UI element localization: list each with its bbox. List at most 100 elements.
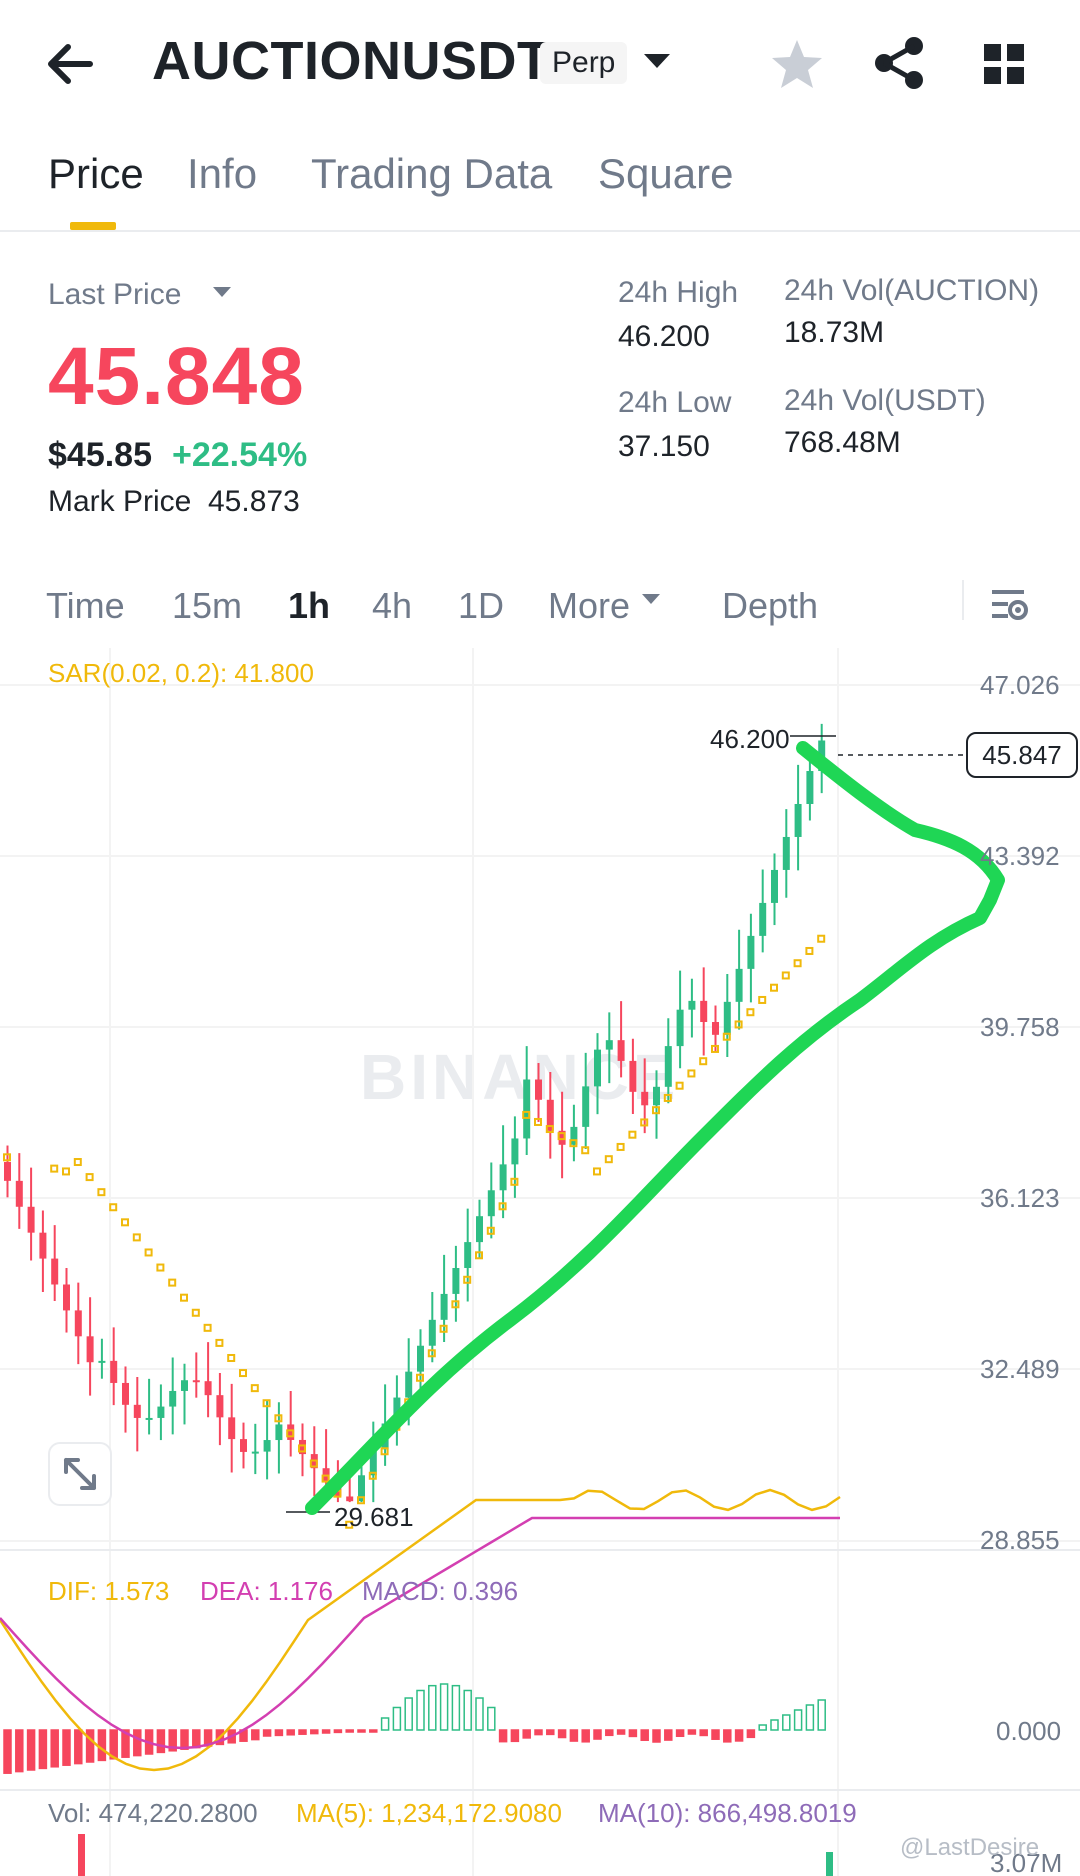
sar-dot <box>486 1226 495 1235</box>
interval-4h[interactable]: 4h <box>372 585 413 626</box>
candle-body <box>735 968 743 1002</box>
interval-time[interactable]: Time <box>46 585 125 626</box>
macd-bar <box>451 1684 461 1731</box>
macd-bar <box>3 1729 12 1774</box>
sar-dot <box>722 1032 731 1041</box>
more-dropdown[interactable] <box>640 592 662 608</box>
macd-bar <box>428 1684 437 1731</box>
sar-dot <box>817 934 826 943</box>
sar-dot <box>321 1474 330 1483</box>
vol-base-label: 24h Vol(AUCTION) <box>784 274 1040 307</box>
macd-bar <box>85 1729 95 1763</box>
dea-line <box>0 1516 840 1750</box>
sar-dot <box>628 1130 637 1139</box>
author-watermark: @LastDesire <box>900 1834 1040 1861</box>
tab-price[interactable]: Price <box>48 150 144 197</box>
sar-dot <box>534 1117 542 1126</box>
candle-body <box>794 803 802 837</box>
sar-dot <box>510 1177 519 1186</box>
back-button[interactable] <box>40 34 100 94</box>
candle-body <box>464 1242 472 1269</box>
macd-bar <box>15 1729 24 1773</box>
sar-dot <box>545 1125 554 1134</box>
sar-dot <box>62 1167 70 1176</box>
sar-dot <box>475 1251 483 1260</box>
macd-bar <box>746 1729 756 1739</box>
sar-dot <box>711 1044 719 1053</box>
macd-zero-tick: 0.000 <box>996 1716 1062 1746</box>
macd-bar <box>121 1729 130 1758</box>
interval-15m[interactable]: 15m <box>172 585 243 626</box>
candlestick-chart[interactable] <box>0 645 1080 1876</box>
macd-bar <box>345 1729 354 1733</box>
sar-dot <box>593 1167 601 1176</box>
chart-settings-icon <box>992 590 1028 620</box>
candle-body <box>617 1040 625 1061</box>
macd-bar <box>274 1729 284 1737</box>
macd-bar <box>699 1729 708 1737</box>
sar-dot <box>498 1202 507 1211</box>
macd-bar <box>392 1706 402 1731</box>
y-tick: 43.392 <box>980 841 1060 871</box>
macd-bar <box>380 1717 390 1731</box>
sar-dot <box>250 1384 259 1393</box>
interval-1h[interactable]: 1h <box>288 585 331 626</box>
sar-dot <box>156 1263 165 1272</box>
last-price-dropdown[interactable] <box>210 284 234 302</box>
sar-dot <box>168 1278 177 1287</box>
macd-bar <box>251 1729 260 1741</box>
sar-dot <box>699 1057 708 1066</box>
interval-depth[interactable]: Depth <box>722 585 819 626</box>
candle-body <box>605 1040 613 1050</box>
interval-more[interactable]: More <box>548 585 631 626</box>
macd-bar <box>109 1729 118 1760</box>
macd-bar <box>416 1689 425 1731</box>
sar-dot <box>734 1020 743 1029</box>
sar-dot <box>50 1164 59 1173</box>
candle-body <box>157 1406 165 1418</box>
sar-dot <box>345 1520 354 1529</box>
candle-body <box>228 1417 236 1440</box>
candle-body <box>86 1336 94 1363</box>
grid-icon <box>984 44 1024 84</box>
expand-chart-button[interactable] <box>48 1442 112 1506</box>
grid-menu-button[interactable] <box>980 40 1028 88</box>
candle-body <box>299 1439 306 1455</box>
macd-bar <box>298 1729 307 1735</box>
sar-dot <box>227 1353 236 1362</box>
annotation-stroke <box>305 741 1005 1515</box>
tab-trading-data[interactable]: Trading Data <box>311 150 553 197</box>
tabs-divider <box>0 230 1080 232</box>
candle-body <box>133 1404 141 1418</box>
share-button[interactable] <box>870 34 928 92</box>
candle-body <box>369 1449 377 1476</box>
caret-down-icon <box>642 594 660 604</box>
macd-bar <box>74 1729 83 1765</box>
sar-dot <box>557 1132 566 1141</box>
sar-dot <box>109 1203 118 1212</box>
candle-body <box>653 1086 660 1106</box>
macd-bar <box>770 1719 779 1731</box>
low-label: 24h Low <box>618 386 732 419</box>
candle-body <box>558 1130 566 1145</box>
sar-dot <box>121 1218 129 1227</box>
favorite-button[interactable] <box>768 36 826 94</box>
macd-dea-label: DEA: 1.176 <box>200 1576 333 1606</box>
symbol-dropdown[interactable] <box>640 50 674 74</box>
volume-tick: 3.07M <box>990 1848 1063 1876</box>
sar-dot <box>451 1300 460 1309</box>
sar-dot <box>203 1323 212 1332</box>
caret-down-icon <box>213 287 231 297</box>
dif-line <box>0 1488 841 1772</box>
candle-body <box>251 1451 259 1454</box>
symbol-title[interactable]: AUCTIONUSDT <box>152 31 551 91</box>
candle-body <box>582 1086 590 1127</box>
interval-1d[interactable]: 1D <box>458 585 505 626</box>
macd-bar <box>475 1697 484 1731</box>
candle-body <box>15 1180 23 1207</box>
chart-settings-button[interactable] <box>988 584 1028 624</box>
tab-square[interactable]: Square <box>598 150 734 197</box>
active-tab-indicator <box>70 222 116 230</box>
sar-dot <box>569 1139 578 1148</box>
tab-info[interactable]: Info <box>187 150 258 197</box>
